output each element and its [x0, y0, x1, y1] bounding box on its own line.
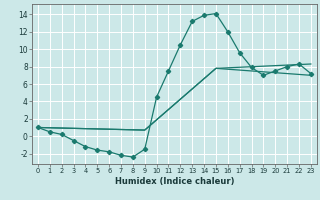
- X-axis label: Humidex (Indice chaleur): Humidex (Indice chaleur): [115, 177, 234, 186]
